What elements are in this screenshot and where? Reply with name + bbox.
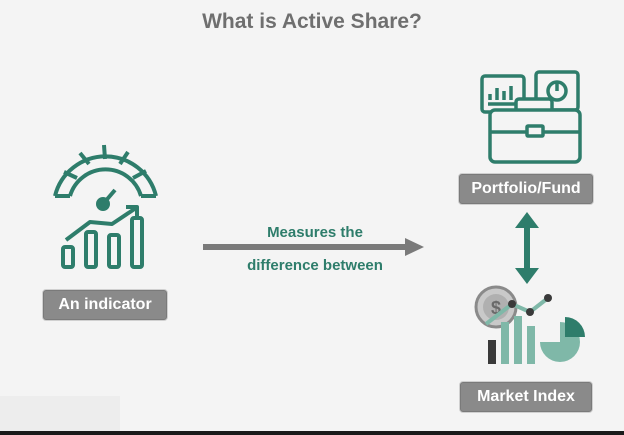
svg-text:$: $	[491, 298, 501, 318]
briefcase-reports-icon	[480, 70, 582, 164]
double-arrow-icon	[515, 212, 539, 284]
arrow-text-line2: difference between	[247, 257, 383, 274]
market-chart-icon: $	[474, 285, 585, 364]
page-title: What is Active Share?	[202, 10, 422, 33]
portfolio-label: Portfolio/Fund	[458, 173, 594, 205]
indicator-label: An indicator	[42, 289, 168, 321]
bottom-border	[0, 431, 624, 435]
corner-shade	[0, 396, 120, 431]
market-index-label: Market Index	[459, 381, 593, 413]
gauge-chart-icon	[53, 144, 158, 269]
arrow-right-icon	[203, 238, 424, 256]
arrow-text-line1: Measures the	[267, 224, 363, 241]
